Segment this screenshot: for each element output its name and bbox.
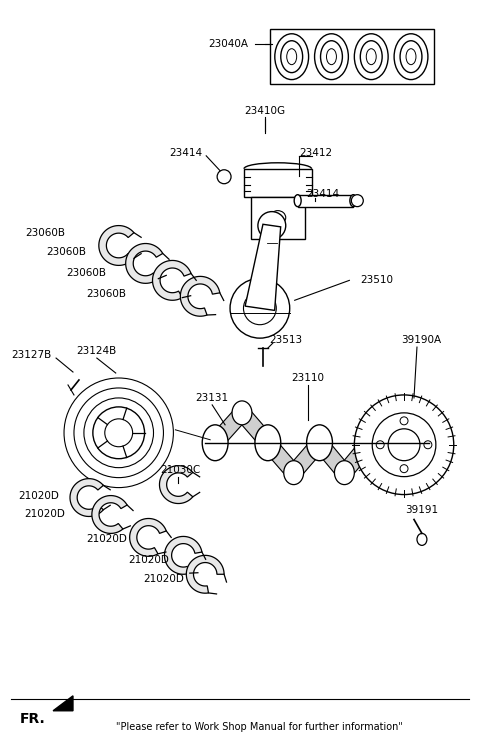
Text: FR.: FR. [19,712,45,726]
Ellipse shape [335,461,354,485]
Polygon shape [236,408,274,448]
Ellipse shape [294,195,301,207]
Text: 21030C: 21030C [160,464,201,475]
Text: 23513: 23513 [269,335,302,345]
Polygon shape [338,438,375,478]
Text: "Please refer to Work Shop Manual for further information": "Please refer to Work Shop Manual for fu… [117,722,403,732]
Polygon shape [70,479,103,516]
Text: 21020D: 21020D [143,575,184,584]
Circle shape [243,292,276,325]
Circle shape [400,464,408,473]
Circle shape [105,419,132,447]
Polygon shape [165,536,202,575]
Ellipse shape [255,425,281,461]
Ellipse shape [401,425,427,461]
Text: 21020D: 21020D [86,535,127,544]
Circle shape [351,195,363,207]
Ellipse shape [366,49,376,65]
Bar [244,169,312,196]
Text: 23414: 23414 [169,148,202,158]
Polygon shape [99,226,134,266]
Polygon shape [313,438,350,478]
Circle shape [388,429,420,461]
Text: 23124B: 23124B [77,346,117,356]
Ellipse shape [270,211,286,224]
Polygon shape [53,696,73,710]
Polygon shape [186,556,224,593]
Polygon shape [245,224,281,310]
Ellipse shape [314,34,348,79]
Text: 21020D: 21020D [128,556,169,565]
Text: 23060B: 23060B [86,289,126,299]
Text: 23127B: 23127B [11,350,51,360]
Polygon shape [180,276,220,316]
Polygon shape [92,495,127,534]
Ellipse shape [354,34,388,79]
Bar [270,29,434,84]
Circle shape [376,441,384,448]
Circle shape [93,407,144,459]
Text: 23410G: 23410G [244,106,286,116]
Polygon shape [385,408,420,448]
Ellipse shape [381,401,401,425]
Ellipse shape [281,41,302,72]
Ellipse shape [350,195,357,207]
Bar [251,196,305,239]
Ellipse shape [400,41,422,72]
Text: 39191: 39191 [406,504,439,514]
Circle shape [230,279,290,338]
Polygon shape [126,244,163,283]
Ellipse shape [356,425,382,461]
Text: 23060B: 23060B [25,227,65,238]
Ellipse shape [232,401,252,425]
Circle shape [372,413,436,476]
Text: 23412: 23412 [299,148,332,158]
Ellipse shape [287,49,297,65]
Polygon shape [288,438,325,478]
Polygon shape [262,438,300,478]
Circle shape [74,388,164,478]
Ellipse shape [284,461,304,485]
Text: 23510: 23510 [360,276,394,285]
Ellipse shape [275,34,309,79]
Polygon shape [209,408,248,448]
Circle shape [354,395,454,495]
Circle shape [400,417,408,425]
Text: 23414: 23414 [306,189,339,199]
Polygon shape [153,260,191,300]
Ellipse shape [417,534,427,545]
Ellipse shape [394,34,428,79]
Ellipse shape [321,41,342,72]
Polygon shape [363,408,397,448]
Ellipse shape [326,49,336,65]
Text: 23110: 23110 [291,373,324,383]
Text: 23131: 23131 [195,393,229,403]
Circle shape [217,170,231,183]
Text: 23060B: 23060B [46,248,86,257]
Text: 21020D: 21020D [24,510,66,519]
Circle shape [424,441,432,448]
Polygon shape [159,466,193,504]
Text: 39190A: 39190A [401,335,441,345]
Text: 23040A: 23040A [208,39,248,49]
Ellipse shape [406,49,416,65]
Circle shape [64,378,173,488]
Ellipse shape [307,425,333,461]
Circle shape [258,211,286,239]
Text: 23060B: 23060B [66,268,106,279]
Circle shape [84,398,154,467]
Ellipse shape [202,425,228,461]
Text: 21020D: 21020D [19,491,60,501]
Bar [298,195,353,207]
Polygon shape [130,519,166,556]
Ellipse shape [360,41,382,72]
